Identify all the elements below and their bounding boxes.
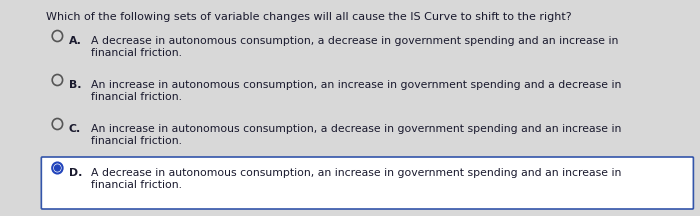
Text: A decrease in autonomous consumption, an increase in government spending and an : A decrease in autonomous consumption, an… bbox=[92, 168, 622, 178]
Text: Which of the following sets of variable changes will all cause the IS Curve to s: Which of the following sets of variable … bbox=[46, 12, 572, 22]
Text: B.: B. bbox=[69, 80, 81, 90]
Text: A decrease in autonomous consumption, a decrease in government spending and an i: A decrease in autonomous consumption, a … bbox=[92, 36, 619, 46]
Text: D.: D. bbox=[69, 168, 82, 178]
Text: A.: A. bbox=[69, 36, 82, 46]
Text: An increase in autonomous consumption, a decrease in government spending and an : An increase in autonomous consumption, a… bbox=[92, 124, 622, 134]
FancyBboxPatch shape bbox=[41, 157, 694, 209]
Text: financial friction.: financial friction. bbox=[92, 180, 183, 190]
Circle shape bbox=[55, 165, 60, 171]
Text: financial friction.: financial friction. bbox=[92, 136, 183, 146]
Text: An increase in autonomous consumption, an increase in government spending and a : An increase in autonomous consumption, a… bbox=[92, 80, 622, 90]
Text: C.: C. bbox=[69, 124, 81, 134]
Text: financial friction.: financial friction. bbox=[92, 92, 183, 102]
Text: financial friction.: financial friction. bbox=[92, 48, 183, 58]
